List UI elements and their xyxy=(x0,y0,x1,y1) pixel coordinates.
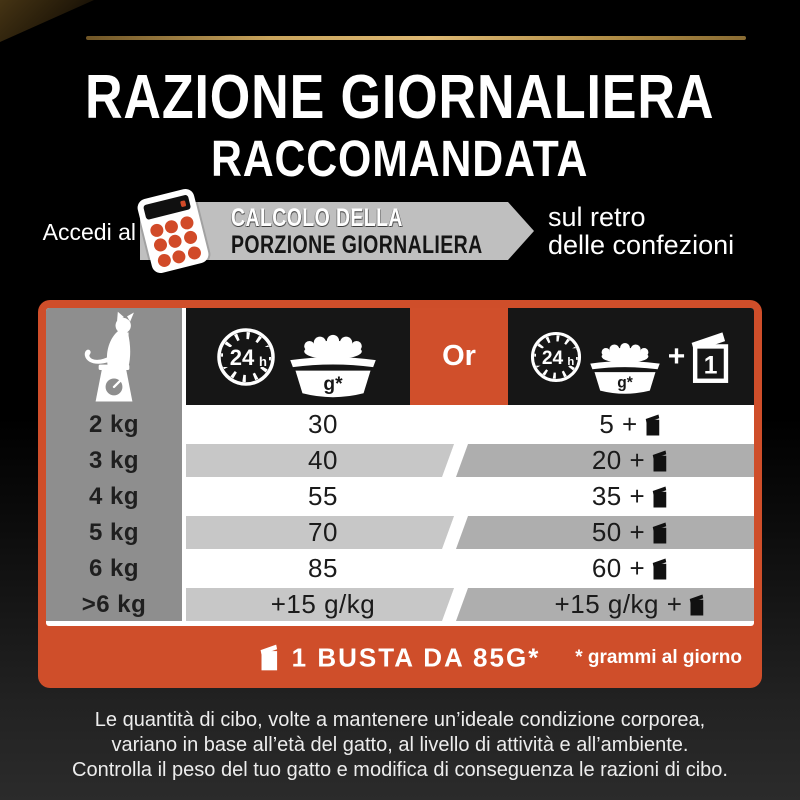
busta-note: 1 BUSTA DA 85G* xyxy=(260,642,541,673)
weight-label: 2 kg xyxy=(88,410,140,438)
calculator-icon xyxy=(135,187,211,275)
pouch-one-icon: 1 xyxy=(691,331,729,383)
mix-amount: 5 + xyxy=(599,409,638,439)
busta-text: 1 BUSTA DA 85G* xyxy=(291,642,541,673)
pouch-icon xyxy=(645,414,659,435)
pouch-icon xyxy=(652,450,667,471)
mix-amount: 35 + xyxy=(591,481,646,511)
disclaimer-text: Le quantità di cibo, volte a mantenere u… xyxy=(0,708,800,783)
food-bowl-icon: g* xyxy=(589,342,660,394)
clock-24h-icon: 24 h xyxy=(217,327,275,386)
dry-amount: +15 g/kg xyxy=(270,589,376,619)
cat-on-scale-icon xyxy=(84,311,134,401)
dry-amount: 70 xyxy=(308,517,338,547)
pouch-icon xyxy=(652,558,667,579)
table-row: 85 60 + xyxy=(186,552,754,585)
svg-text:h: h xyxy=(567,355,574,367)
weight-label: 5 kg xyxy=(88,518,140,546)
pouch-icon xyxy=(652,486,667,507)
table-row: 40 20 + xyxy=(186,444,754,477)
table-row: +15 g/kg +15 g/kg + xyxy=(186,588,754,621)
disclaimer-line2: variano in base all’età del gatto, al li… xyxy=(111,734,689,756)
gold-corner-decoration xyxy=(0,0,94,42)
feeding-table: 2 kg 3 kg 4 kg 5 kg 6 kg >6 kg 24 h xyxy=(38,300,762,688)
banner-right-line2: delle confezioni xyxy=(548,230,735,260)
disclaimer-line3: Controlla il peso del tuo gatto e modifi… xyxy=(72,759,728,781)
clock-24h-icon: 24 h xyxy=(530,331,581,382)
svg-text:g*: g* xyxy=(617,374,634,391)
pouch-icon-white xyxy=(260,644,278,671)
banner-right-text: sul retro delle confezioni xyxy=(548,203,734,259)
page-title: RAZIONE GIORNALIERA RACCOMANDATA xyxy=(0,63,800,188)
banner-calc-text: CALCOLO DELLA PORZIONE GIORNALIERA xyxy=(231,205,554,259)
header-or-cell: Or xyxy=(410,308,508,405)
dry-amount: 55 xyxy=(308,481,338,511)
svg-text:24: 24 xyxy=(230,345,255,370)
svg-text:g*: g* xyxy=(323,373,343,394)
mix-amount: 60 + xyxy=(591,553,646,583)
pouch-icon xyxy=(690,594,704,615)
svg-text:24: 24 xyxy=(542,347,564,368)
mix-amount: 20 + xyxy=(591,445,646,475)
table-header-row: 24 h g* Or xyxy=(186,308,754,405)
dry-amount: 85 xyxy=(308,553,338,583)
table-row: 30 5 + xyxy=(186,408,754,441)
calculator-screen-digit xyxy=(180,200,187,208)
disclaimer-line1: Le quantità di cibo, volte a mantenere u… xyxy=(94,709,706,731)
mix-amount: 50 + xyxy=(591,517,646,547)
svg-text:h: h xyxy=(259,354,267,369)
weight-column: 2 kg 3 kg 4 kg 5 kg 6 kg >6 kg xyxy=(46,308,182,621)
banner-calc-line1: CALCOLO DELLA xyxy=(231,204,403,232)
weight-column-header xyxy=(46,308,182,405)
title-line2: RACCOMANDATA xyxy=(211,130,589,188)
svg-text:1: 1 xyxy=(704,352,718,379)
table-row: 55 35 + xyxy=(186,480,754,513)
mix-amount: +15 g/kg + xyxy=(554,589,683,619)
plus-sign: + xyxy=(667,339,686,373)
banner-right-line1: sul retro xyxy=(548,202,646,232)
weight-label: 6 kg xyxy=(88,554,140,582)
banner-prefix-label: Accedi al xyxy=(42,219,136,245)
feeding-table-panel: 2 kg 3 kg 4 kg 5 kg 6 kg >6 kg 24 h xyxy=(46,308,754,627)
banner-calc-line2: PORZIONE GIORNALIERA xyxy=(231,231,483,259)
title-line1: RAZIONE GIORNALIERA xyxy=(85,63,715,132)
calculator-keys xyxy=(148,214,204,270)
pouch-icon xyxy=(652,522,667,543)
food-bowl-icon: g* xyxy=(290,334,376,397)
dry-amount: 30 xyxy=(308,409,338,439)
grams-note: * grammi al giorno xyxy=(575,646,742,668)
header-dry-portion: 24 h g* xyxy=(186,308,410,405)
table-row: 70 50 + xyxy=(186,516,754,549)
weight-label: 3 kg xyxy=(88,446,140,474)
gold-divider-line xyxy=(86,36,746,40)
header-mixed-portion: 24 h g* + xyxy=(508,308,754,405)
table-footer: 1 BUSTA DA 85G* * grammi al giorno xyxy=(46,635,754,680)
weight-label: >6 kg xyxy=(81,590,147,618)
dry-amount: 40 xyxy=(308,445,338,475)
weight-label: 4 kg xyxy=(88,482,140,510)
